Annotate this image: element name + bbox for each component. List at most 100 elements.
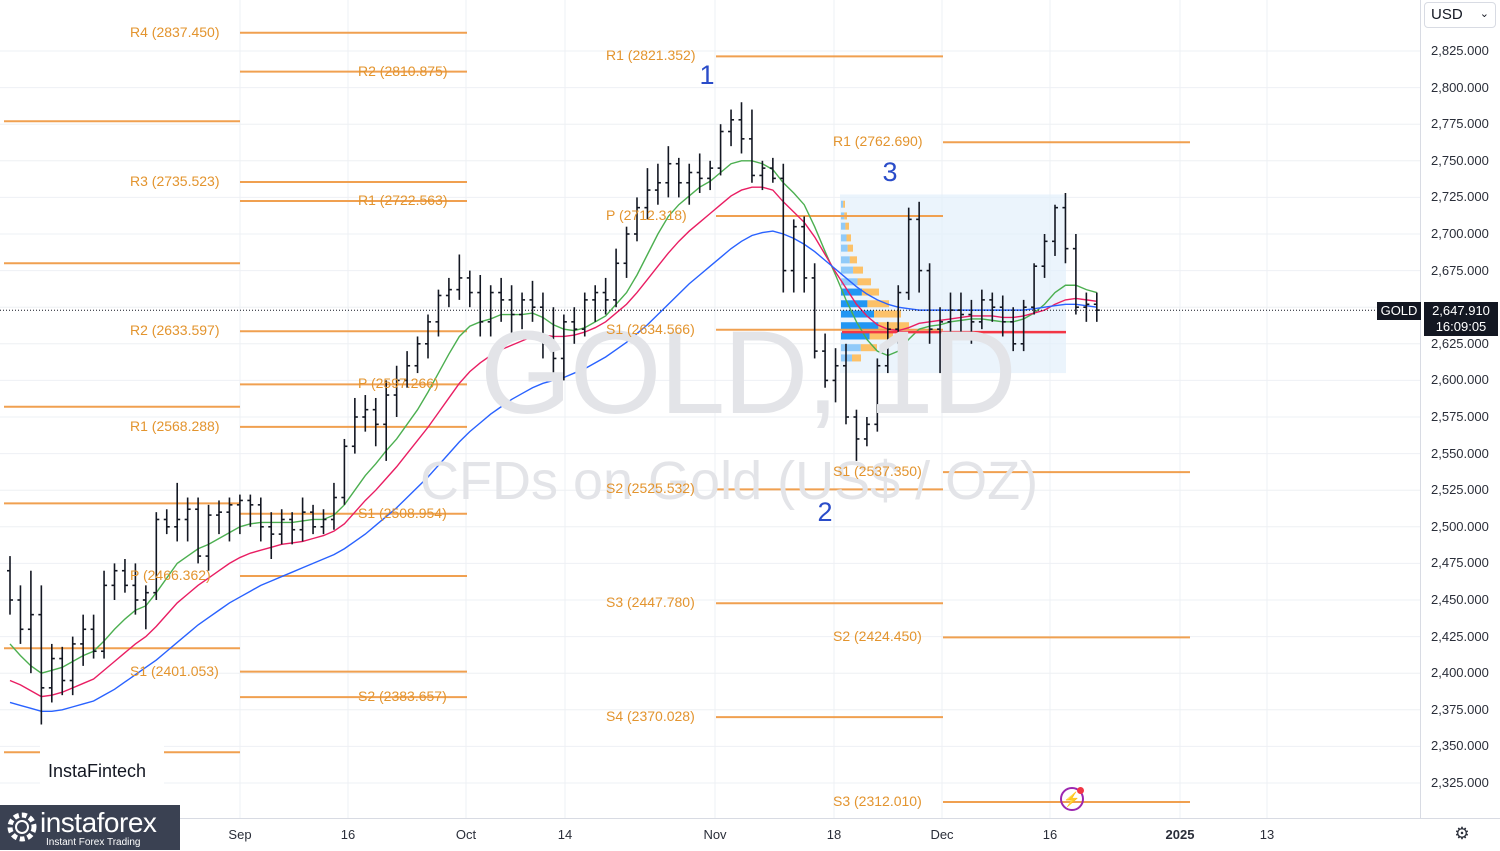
volume-profile-bar <box>841 234 847 241</box>
pivot-label: R1 (2568.288) <box>130 418 220 434</box>
time-tick: 13 <box>1260 827 1274 842</box>
last-price-value: 2,647.910 <box>1424 303 1498 319</box>
ohlc-bar <box>749 110 755 183</box>
ohlc-bar <box>676 158 682 198</box>
volume-profile-bar <box>841 245 848 252</box>
ohlc-bar <box>195 498 201 564</box>
last-price-symbol-tag: GOLD <box>1377 302 1421 320</box>
ohlc-bar <box>28 571 34 673</box>
pivot-label: S2 (2383.657) <box>358 688 447 704</box>
volume-profile-bar-up <box>845 223 849 230</box>
price-tick: 2,550.000 <box>1431 446 1489 461</box>
price-tick: 2,400.000 <box>1431 665 1489 680</box>
volume-profile-bar-up <box>853 267 863 274</box>
volume-profile-bar-up <box>843 201 845 208</box>
pivot-label: S2 (2424.450) <box>833 628 922 644</box>
time-tick: Sep <box>228 827 251 842</box>
wave-label-2: 2 <box>817 497 832 528</box>
currency-label: USD <box>1431 6 1463 23</box>
pivot-label: P (2466.362) <box>130 567 211 583</box>
price-tick: 2,450.000 <box>1431 592 1489 607</box>
time-tick: 14 <box>558 827 572 842</box>
price-tick: 2,700.000 <box>1431 226 1489 241</box>
pivot-label: S1 (2401.053) <box>130 663 219 679</box>
instaforex-gear-icon <box>4 809 40 845</box>
symbol-watermark: GOLD, 1D <box>480 305 1015 441</box>
ohlc-bar <box>247 495 253 527</box>
ohlc-bar <box>373 398 379 446</box>
currency-select[interactable]: USD ⌄ <box>1424 2 1496 28</box>
pivot-label: S4 (2370.028) <box>606 708 695 724</box>
price-tick: 2,500.000 <box>1431 519 1489 534</box>
ohlc-bar <box>268 512 274 559</box>
instaforex-tagline: Instant Forex Trading <box>46 837 141 848</box>
time-tick: Dec <box>930 827 953 842</box>
ohlc-bar <box>697 153 703 193</box>
ohlc-bar <box>791 219 797 292</box>
pivot-label: R1 (2762.690) <box>833 133 923 149</box>
volume-profile-bar <box>841 201 843 208</box>
ohlc-bar <box>739 102 745 153</box>
ohlc-bar <box>425 315 431 359</box>
ohlc-bar <box>174 483 180 542</box>
ohlc-bar <box>289 512 295 544</box>
pivot-label: R4 (2837.450) <box>130 24 220 40</box>
ohlc-bar <box>300 498 306 542</box>
price-tick: 2,625.000 <box>1431 336 1489 351</box>
volume-profile-bar-up <box>848 245 853 252</box>
ohlc-bar <box>59 647 65 695</box>
pivot-label: R2 (2810.875) <box>358 63 448 79</box>
pivot-label: S3 (2447.780) <box>606 594 695 610</box>
instaforex-name: instaforex <box>40 807 156 839</box>
price-tick: 2,375.000 <box>1431 702 1489 717</box>
ohlc-bar <box>446 278 452 307</box>
pivot-label: P (2597.266) <box>358 375 439 391</box>
ohlc-bar <box>206 505 212 571</box>
ohlc-bar <box>164 509 170 534</box>
price-tick: 2,725.000 <box>1431 189 1489 204</box>
ohlc-bar <box>728 110 734 147</box>
lightning-icon[interactable]: ⚡ <box>1060 787 1084 811</box>
description-watermark: CFDs on Gold (US$ / OZ) <box>420 450 1038 512</box>
wave-label-1: 1 <box>699 60 714 91</box>
ohlc-bar <box>801 216 807 292</box>
notification-dot <box>1077 787 1084 794</box>
ohlc-bar <box>153 512 159 600</box>
time-axis[interactable]: Sep 16 Oct 14 Nov 18 Dec 16 2025 13 <box>0 818 1500 851</box>
ohlc-bar <box>613 249 619 308</box>
ohlc-bar <box>655 164 661 205</box>
last-price-tag: 2,647.910 16:09:05 <box>1424 302 1498 336</box>
time-tick: 16 <box>1043 827 1057 842</box>
ohlc-bar <box>80 615 86 666</box>
pivot-label: R3 (2735.523) <box>130 173 220 189</box>
volume-profile-bar <box>841 267 853 274</box>
settings-gear-icon[interactable]: ⚙ <box>1452 824 1472 844</box>
pivot-label: R2 (2633.597) <box>130 322 220 338</box>
ohlc-bar <box>780 164 786 293</box>
ohlc-bar <box>770 158 776 183</box>
pivot-label: R1 (2722.563) <box>358 192 448 208</box>
pivot-label: P (2712.318) <box>606 207 687 223</box>
pivot-label: R1 (2821.352) <box>606 47 696 63</box>
price-axis[interactable]: 2,825.000 2,800.000 2,775.000 2,750.000 2,72… <box>1420 0 1500 818</box>
price-tick: 2,425.000 <box>1431 629 1489 644</box>
bar-countdown: 16:09:05 <box>1424 319 1498 335</box>
wave-label-3: 3 <box>882 157 897 188</box>
ohlc-bar <box>341 439 347 505</box>
pivot-label: S3 (2312.010) <box>833 793 922 809</box>
price-tick: 2,525.000 <box>1431 482 1489 497</box>
ohlc-bar <box>707 161 713 190</box>
price-tick: 2,750.000 <box>1431 153 1489 168</box>
price-tick: 2,575.000 <box>1431 409 1489 424</box>
time-tick: 18 <box>827 827 841 842</box>
ohlc-bar <box>112 563 118 600</box>
ohlc-bar <box>1073 234 1079 315</box>
ohlc-bar <box>718 124 724 175</box>
pivot-label: S2 (2525.532) <box>606 480 695 496</box>
ohlc-bar <box>122 559 128 593</box>
volume-profile-bar-up <box>858 278 872 285</box>
pivot-label: S1 (2537.350) <box>833 463 922 479</box>
ohlc-bar <box>216 500 222 534</box>
chart-area[interactable]: GOLD, 1D CFDs on Gold (US$ / OZ) R4 (283… <box>0 0 1420 818</box>
pivot-label: S1 (2634.566) <box>606 321 695 337</box>
